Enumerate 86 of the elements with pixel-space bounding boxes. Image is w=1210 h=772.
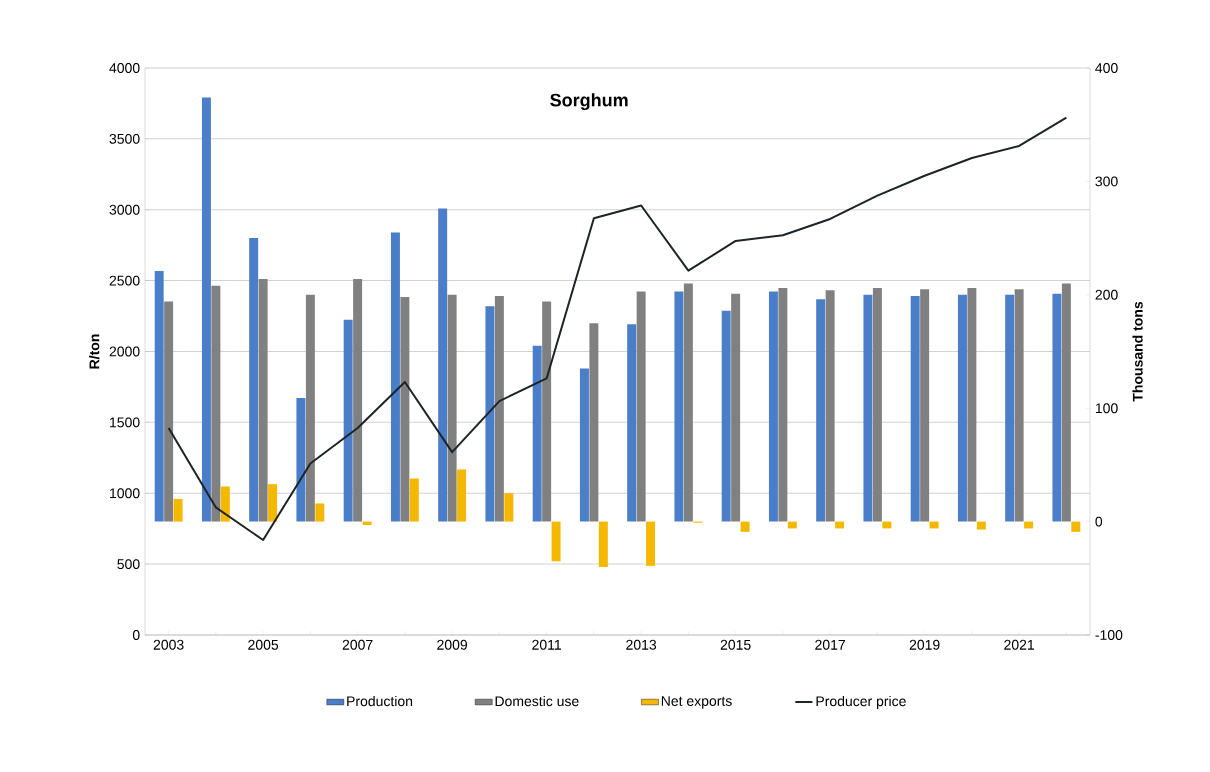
bar <box>579 368 589 522</box>
text: Sorghum <box>550 93 628 111</box>
x-tick-label: 2015 <box>720 639 751 650</box>
bar <box>485 306 495 522</box>
legend-label: Producer price <box>816 695 906 709</box>
bar <box>1052 293 1062 522</box>
x-tick-label: 2003 <box>153 639 184 650</box>
bar <box>957 294 967 522</box>
y-tick-label: 0 <box>132 630 140 640</box>
y-tick-label: 3500 <box>109 133 140 144</box>
x-tick-label: 2019 <box>909 639 940 650</box>
bar <box>967 288 977 522</box>
bar <box>409 478 419 522</box>
bar <box>551 521 561 562</box>
bar <box>211 285 221 522</box>
bar <box>249 238 259 522</box>
bar <box>825 290 835 522</box>
y-tick-label: 1000 <box>110 488 140 499</box>
y-tick-label: 3000 <box>109 204 140 215</box>
bar <box>910 295 920 522</box>
bar <box>1005 294 1015 522</box>
bar <box>173 498 183 522</box>
bar <box>1061 283 1071 522</box>
x-tick-label: 2007 <box>342 639 373 650</box>
x-tick-label: 2005 <box>248 639 279 650</box>
bar <box>268 484 278 522</box>
bar <box>721 310 731 522</box>
legend-label: Production <box>347 695 413 707</box>
x-tick-label: 2021 <box>1004 639 1035 650</box>
y2-tick-label: 400 <box>1095 63 1118 73</box>
bar <box>872 288 882 522</box>
y-tick-label: 2000 <box>109 346 140 357</box>
y-tick-label: 4000 <box>109 63 140 73</box>
line-series <box>167 116 1068 542</box>
bar <box>674 291 684 522</box>
x-tick-label: 2013 <box>626 639 657 650</box>
bar <box>920 289 930 522</box>
bar <box>1014 289 1024 522</box>
bar <box>390 232 400 522</box>
bar <box>315 503 325 522</box>
y2-tick-label: 0 <box>1095 516 1103 527</box>
bar <box>400 297 410 522</box>
bar <box>343 319 353 522</box>
bar <box>598 521 608 567</box>
bar <box>296 398 306 522</box>
bar <box>353 278 363 522</box>
bar <box>164 301 174 522</box>
bar <box>220 486 230 522</box>
bar <box>201 97 211 522</box>
y2-tick-label: -100 <box>1095 630 1123 640</box>
bar <box>731 293 741 522</box>
bar <box>542 301 552 522</box>
bar <box>768 291 778 522</box>
y-tick-label: 500 <box>117 559 140 570</box>
bar <box>438 208 448 522</box>
y2-tick-label: 100 <box>1095 403 1118 414</box>
y-axis-title: R/ton <box>89 334 100 369</box>
x-tick-label: 2009 <box>437 639 468 650</box>
bar <box>863 294 873 522</box>
bar <box>1071 521 1081 532</box>
bar <box>740 521 750 532</box>
bar <box>494 295 504 522</box>
y-tick-label: 2500 <box>109 275 140 286</box>
bar <box>154 270 164 522</box>
bar <box>305 294 315 522</box>
bar <box>457 469 467 522</box>
y2-tick-label: 200 <box>1095 289 1118 300</box>
legend-label: Net exports <box>661 696 732 709</box>
bar <box>504 493 514 522</box>
bar <box>778 288 788 522</box>
bar <box>532 345 542 522</box>
bar <box>976 521 986 530</box>
bar <box>636 291 646 522</box>
bar <box>646 521 656 566</box>
y-tick-label: 1500 <box>110 417 140 428</box>
bar <box>816 299 826 522</box>
x-tick-label: 2017 <box>815 639 845 650</box>
y2-tick-label: 300 <box>1095 176 1118 187</box>
legend-label: Domestic use <box>495 695 579 707</box>
y2-axis-title: Thousand tons <box>1132 301 1143 402</box>
bar <box>447 294 457 522</box>
bar <box>683 283 693 522</box>
bar <box>589 323 599 522</box>
x-tick-label: 2011 <box>532 639 561 650</box>
bar <box>258 278 268 522</box>
bar <box>627 324 637 522</box>
